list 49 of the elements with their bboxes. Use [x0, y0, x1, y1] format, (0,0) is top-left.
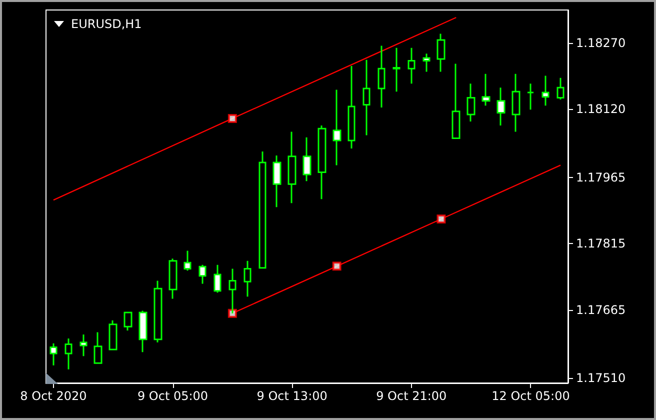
- candlestick: [138, 310, 148, 353]
- x-tick-label: 8 Oct 2020: [20, 389, 87, 403]
- candlestick: [408, 47, 416, 84]
- candlestick: [184, 250, 192, 272]
- candlestick: [556, 77, 564, 100]
- candlestick: [244, 260, 252, 298]
- y-tick-label: 1.18270: [576, 36, 626, 50]
- candlestick: [154, 280, 162, 344]
- point: [332, 262, 342, 271]
- candlestick: [258, 150, 266, 269]
- candlestick: [436, 33, 446, 72]
- candlestick: [482, 73, 490, 106]
- candlestick: [542, 74, 550, 106]
- candlestick: [302, 136, 312, 182]
- candlestick: [526, 82, 534, 110]
- candlestick: [50, 342, 58, 366]
- candlestick: [80, 334, 88, 357]
- point: [436, 214, 446, 224]
- candlestick: [124, 312, 132, 332]
- candlestick: [288, 130, 296, 204]
- candlestick: [214, 264, 222, 294]
- y-tick-label: 1.18120: [576, 102, 626, 116]
- candlestick: [108, 320, 118, 350]
- candlestick: [512, 73, 520, 132]
- x-tick-label: 9 Oct 13:00: [256, 389, 328, 403]
- candlestick: [496, 86, 506, 126]
- y-tick-label: 1.17965: [576, 170, 626, 185]
- candlestick: [422, 52, 430, 72]
- candlestick: [64, 338, 72, 370]
- candlestick: [272, 154, 282, 208]
- x-tick-label: 12 Oct 05:00: [492, 389, 570, 403]
- candlestick: [318, 124, 326, 200]
- text: EURUSD,H1: [71, 17, 142, 31]
- candlestick: [452, 63, 460, 140]
- candlestick: [332, 89, 342, 166]
- candlestick: [198, 264, 206, 285]
- candlestick: [348, 65, 356, 150]
- x-tick-label: 9 Oct 21:00: [376, 389, 447, 403]
- candlestick: [362, 59, 370, 136]
- y-tick-label: 1.17510: [576, 371, 626, 386]
- point: [228, 114, 237, 123]
- candlestick: [392, 47, 400, 92]
- candlestick: [466, 82, 476, 122]
- candlestick: [168, 258, 178, 300]
- candlestick: [94, 332, 102, 364]
- x-tick-label: 9 Oct 05:00: [137, 389, 208, 403]
- y-tick-label: 1.17665: [576, 302, 626, 317]
- candlestick: [378, 44, 386, 108]
- y-tick-label: 1.17815: [576, 236, 626, 251]
